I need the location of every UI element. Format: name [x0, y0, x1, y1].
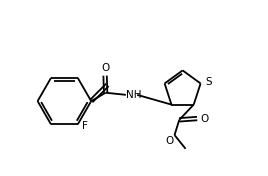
Text: NH: NH — [126, 90, 142, 100]
Text: O: O — [165, 136, 173, 146]
Text: S: S — [205, 77, 212, 87]
Text: F: F — [82, 121, 88, 131]
Text: O: O — [200, 114, 209, 124]
Text: O: O — [101, 63, 109, 73]
